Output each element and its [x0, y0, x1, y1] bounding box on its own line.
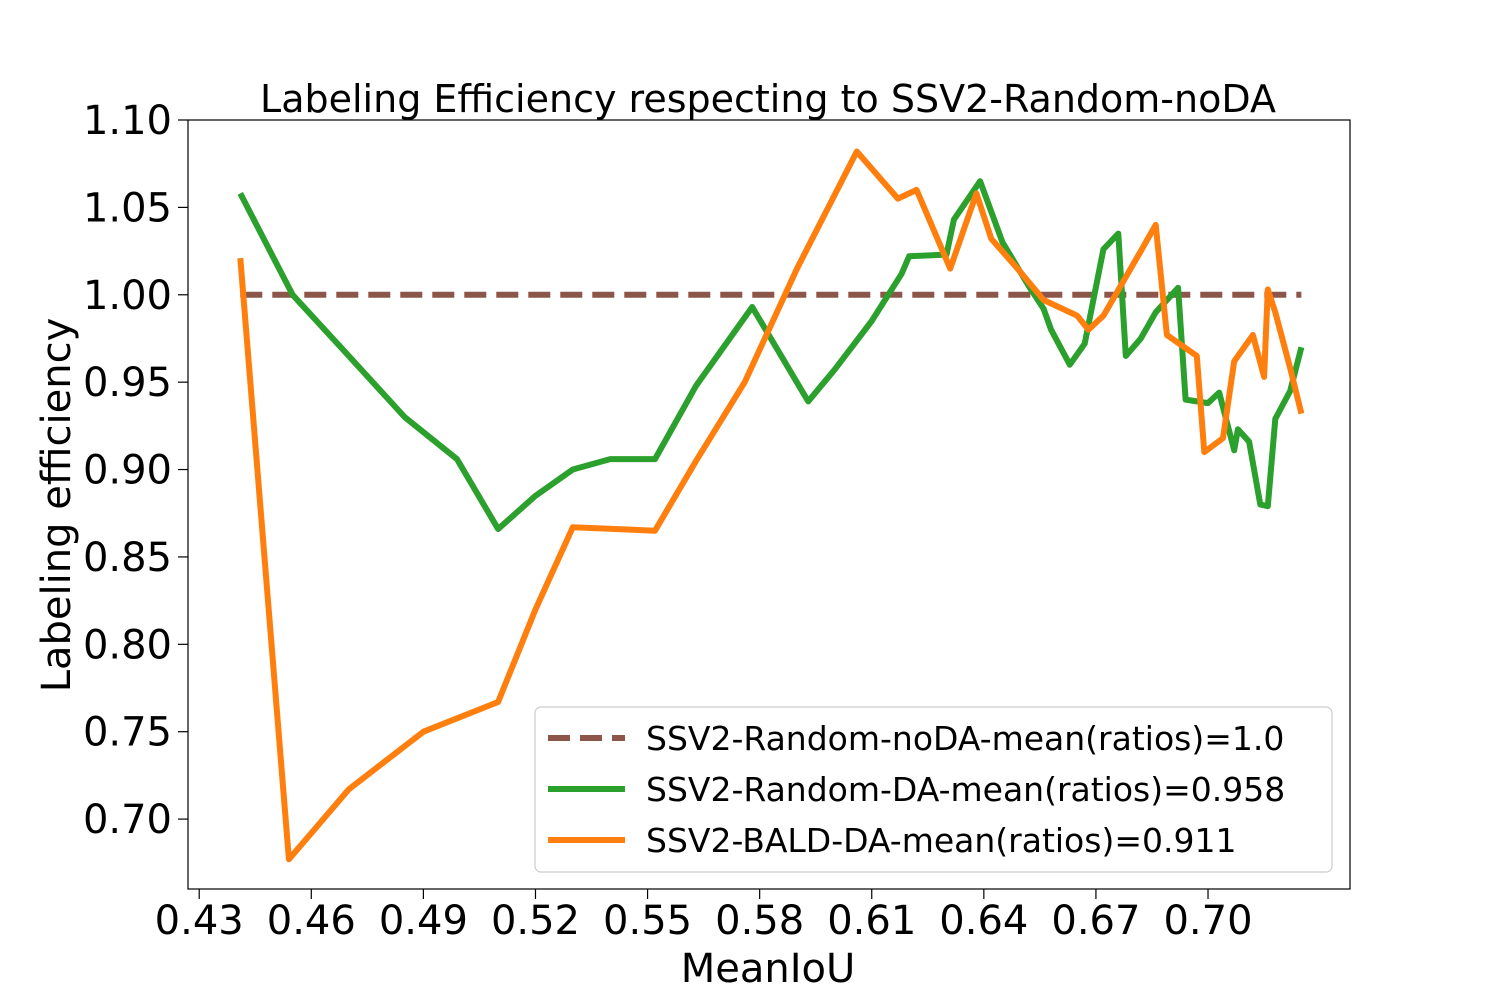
- x-tick-label: 0.61: [827, 898, 916, 944]
- chart-title: Labeling Efficiency respecting to SSV2-R…: [260, 77, 1276, 121]
- y-axis-label: Labeling efficiency: [34, 318, 80, 693]
- x-tick-label: 0.46: [267, 898, 356, 944]
- legend-label-3: SSV2-BALD-DA-mean(ratios)=0.911: [646, 821, 1236, 860]
- plot-frame: [187, 119, 1351, 890]
- x-tick-label: 0.70: [1163, 898, 1252, 944]
- x-tick-label: 0.55: [603, 898, 692, 944]
- y-tick-label: 1.10: [83, 98, 172, 144]
- y-tick-label: 0.80: [83, 622, 172, 668]
- y-tick-label: 0.75: [83, 710, 172, 756]
- x-tick-label: 0.64: [939, 898, 1028, 944]
- series-line-3: [237, 148, 1305, 863]
- x-axis-label: MeanIoU: [681, 946, 856, 992]
- legend-box: [534, 706, 1333, 873]
- legend: SSV2-Random-noDA-mean(ratios)=1.0 SSV2-Ra…: [534, 706, 1333, 873]
- legend-label-1: SSV2-Random-noDA-mean(ratios)=1.0: [646, 719, 1284, 758]
- x-axis: 0.43 0.46 0.49 0.52 0.55 0.58 0.61 0.64 0.67 0.70: [155, 889, 1253, 944]
- y-tick-label: 1.00: [83, 273, 172, 319]
- y-tick-label: 0.85: [83, 535, 172, 581]
- x-tick-label: 0.67: [1051, 898, 1140, 944]
- x-tick-label: 0.58: [715, 898, 804, 944]
- y-tick-label: 0.95: [83, 360, 172, 406]
- x-tick-label: 0.52: [491, 898, 580, 944]
- y-tick-label: 0.70: [83, 797, 172, 843]
- y-tick-label: 1.05: [83, 185, 172, 231]
- y-axis: 0.70 0.75 0.80 0.85 0.90 0.95 1.00 1.05 1.10: [83, 98, 188, 843]
- x-tick-label: 0.49: [379, 898, 468, 944]
- x-tick-label: 0.43: [155, 898, 244, 944]
- legend-label-2: SSV2-Random-DA-mean(ratios)=0.958: [646, 770, 1285, 809]
- y-tick-label: 0.90: [83, 448, 172, 494]
- series-layer: [237, 148, 1305, 863]
